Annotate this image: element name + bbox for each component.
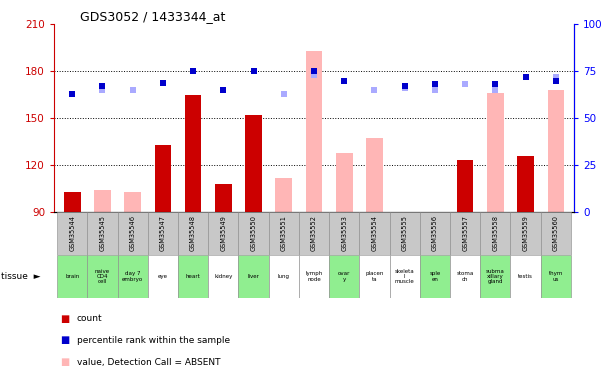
Text: GSM35544: GSM35544 xyxy=(69,215,75,251)
Text: GSM35560: GSM35560 xyxy=(553,215,559,251)
Text: ■: ■ xyxy=(60,357,69,367)
Bar xyxy=(57,212,87,255)
Bar xyxy=(299,255,329,298)
Text: subma
xillary
gland: subma xillary gland xyxy=(486,268,505,285)
Bar xyxy=(420,255,450,298)
Bar xyxy=(306,51,322,212)
Bar xyxy=(148,212,178,255)
Bar xyxy=(269,212,299,255)
Bar xyxy=(178,212,208,255)
Bar xyxy=(178,255,208,298)
Text: skeleta
l
muscle: skeleta l muscle xyxy=(395,268,415,285)
Text: GDS3052 / 1433344_at: GDS3052 / 1433344_at xyxy=(80,10,225,23)
Bar xyxy=(359,255,389,298)
Text: sple
en: sple en xyxy=(429,272,441,282)
Bar xyxy=(275,177,292,212)
Text: value, Detection Call = ABSENT: value, Detection Call = ABSENT xyxy=(77,358,221,367)
Bar xyxy=(208,255,239,298)
Bar xyxy=(450,255,480,298)
Text: eye: eye xyxy=(158,274,168,279)
Text: GSM35556: GSM35556 xyxy=(432,215,438,251)
Text: GSM35558: GSM35558 xyxy=(492,215,498,251)
Bar xyxy=(548,90,564,212)
Text: GSM35557: GSM35557 xyxy=(462,215,468,251)
Bar xyxy=(57,255,87,298)
Text: stoma
ch: stoma ch xyxy=(456,272,474,282)
Bar xyxy=(239,255,269,298)
Text: brain: brain xyxy=(65,274,79,279)
Bar xyxy=(245,115,262,212)
Text: GSM35552: GSM35552 xyxy=(311,215,317,251)
Text: GSM35545: GSM35545 xyxy=(99,215,105,251)
Bar xyxy=(389,255,420,298)
Bar xyxy=(480,212,510,255)
Text: ovar
y: ovar y xyxy=(338,272,350,282)
Text: GSM35546: GSM35546 xyxy=(130,215,136,251)
Text: GSM35551: GSM35551 xyxy=(281,216,287,251)
Bar xyxy=(239,212,269,255)
Bar xyxy=(185,95,201,212)
Bar xyxy=(389,212,420,255)
Bar xyxy=(329,255,359,298)
Text: GSM35550: GSM35550 xyxy=(251,215,257,251)
Text: GSM35548: GSM35548 xyxy=(190,215,196,251)
Text: day 7
embryo: day 7 embryo xyxy=(122,272,143,282)
Text: lung: lung xyxy=(278,274,290,279)
Bar xyxy=(420,212,450,255)
Bar xyxy=(487,93,504,212)
Bar xyxy=(215,184,231,212)
Text: GSM35549: GSM35549 xyxy=(221,216,227,251)
Text: lymph
node: lymph node xyxy=(305,272,323,282)
Bar xyxy=(541,255,571,298)
Text: naive
CD4
cell: naive CD4 cell xyxy=(95,268,110,285)
Bar xyxy=(94,190,111,212)
Bar xyxy=(299,212,329,255)
Bar xyxy=(510,212,541,255)
Text: thym
us: thym us xyxy=(549,272,563,282)
Bar xyxy=(87,255,118,298)
Bar xyxy=(366,138,383,212)
Bar xyxy=(510,255,541,298)
Bar xyxy=(541,212,571,255)
Text: placen
ta: placen ta xyxy=(365,272,383,282)
Text: GSM35555: GSM35555 xyxy=(401,215,407,251)
Bar xyxy=(154,145,171,212)
Bar xyxy=(450,212,480,255)
Bar xyxy=(124,192,141,212)
Bar xyxy=(480,255,510,298)
Bar xyxy=(457,160,474,212)
Text: heart: heart xyxy=(186,274,201,279)
Text: GSM35547: GSM35547 xyxy=(160,215,166,251)
Text: GSM35559: GSM35559 xyxy=(523,216,529,251)
Text: count: count xyxy=(77,314,103,323)
Text: ■: ■ xyxy=(60,336,69,345)
Bar xyxy=(148,255,178,298)
Bar xyxy=(87,212,118,255)
Text: GSM35553: GSM35553 xyxy=(341,216,347,251)
Bar xyxy=(359,212,389,255)
Text: liver: liver xyxy=(248,274,260,279)
Bar xyxy=(118,212,148,255)
Text: ■: ■ xyxy=(60,314,69,324)
Bar xyxy=(208,212,239,255)
Text: GSM35554: GSM35554 xyxy=(371,215,377,251)
Bar xyxy=(517,156,534,212)
Bar xyxy=(269,255,299,298)
Bar xyxy=(336,153,353,212)
Text: percentile rank within the sample: percentile rank within the sample xyxy=(77,336,230,345)
Bar xyxy=(118,255,148,298)
Text: testis: testis xyxy=(518,274,533,279)
Bar xyxy=(329,212,359,255)
Text: kidney: kidney xyxy=(214,274,233,279)
Text: tissue  ►: tissue ► xyxy=(1,272,41,281)
Bar xyxy=(64,192,81,212)
